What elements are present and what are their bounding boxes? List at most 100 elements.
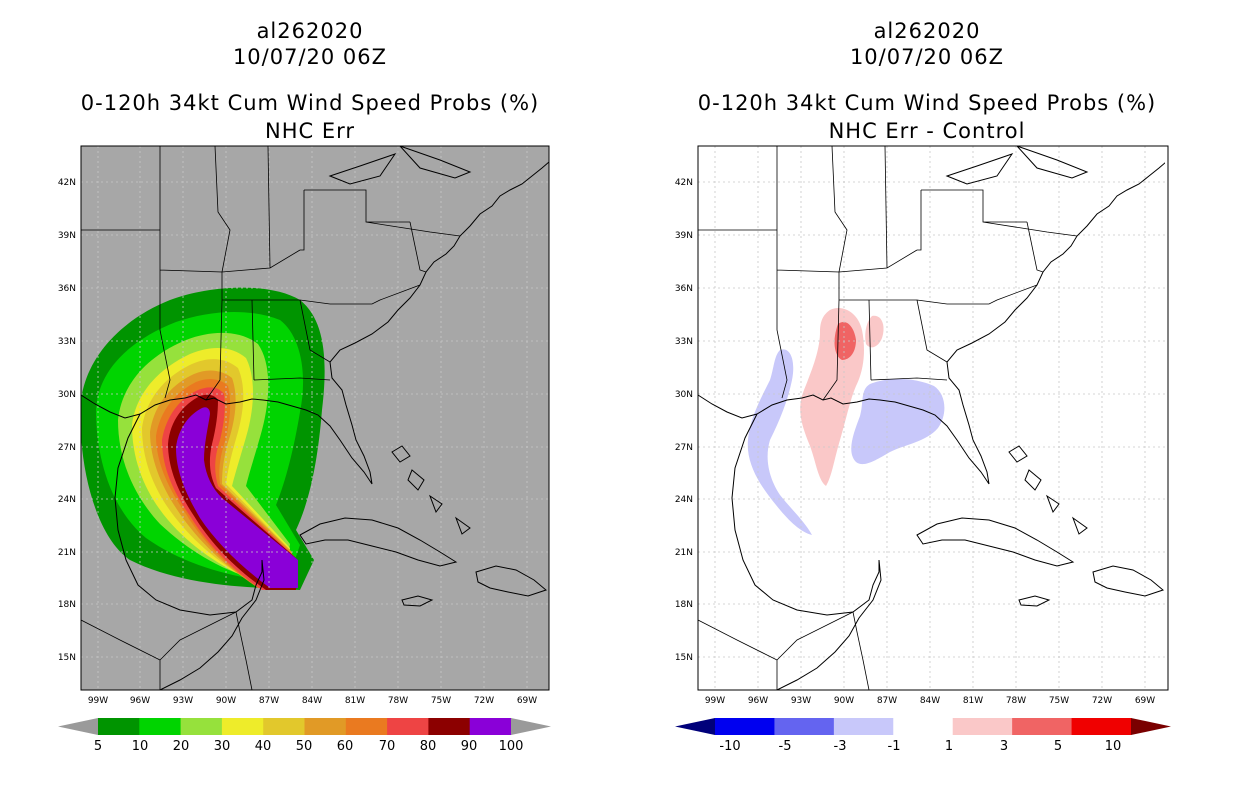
lat-label: 27N: [675, 443, 693, 453]
colorbar-label: 20: [173, 739, 190, 754]
colorbar-label: 50: [296, 739, 313, 754]
colorbar-label: -3: [834, 739, 847, 754]
colorbar-label: 40: [255, 739, 272, 754]
colorbar-label: 60: [337, 739, 354, 754]
colorbar-swatch: [1071, 718, 1132, 735]
lon-label: 87W: [259, 696, 279, 706]
colorbar-label: 3: [1000, 739, 1008, 754]
colorbar-under-triangle: [675, 718, 715, 735]
lon-label: 78W: [388, 696, 408, 706]
lat-label: 36N: [58, 284, 76, 294]
colorbar-swatch: [774, 718, 835, 735]
colorbar-over-triangle: [1131, 718, 1171, 735]
lon-label: 90W: [216, 696, 236, 706]
colorbar-swatch: [715, 718, 775, 735]
lat-label: 15N: [675, 653, 693, 663]
lat-label: 39N: [58, 231, 76, 241]
lon-label: 75W: [1049, 696, 1069, 706]
colorbar-label: 100: [499, 739, 524, 754]
lon-label: 78W: [1006, 696, 1026, 706]
diff-patch-strong-positive: [834, 321, 856, 360]
colorbar-swatch: [952, 718, 1013, 735]
left-subtitle: NHC Err: [264, 119, 355, 143]
lat-label: 27N: [58, 443, 76, 453]
colorbar-swatch: [221, 718, 264, 735]
colorbar-label: 70: [379, 739, 396, 754]
colorbar-label: -1: [888, 739, 901, 754]
colorbar-label: -10: [719, 739, 740, 754]
lon-label: 84W: [302, 696, 322, 706]
right-subtitle: NHC Err - Control: [828, 119, 1026, 143]
left-date: 10/07/20 06Z: [232, 45, 388, 69]
colorbar-swatch: [345, 718, 388, 735]
lon-label: 87W: [877, 696, 897, 706]
lat-label: 18N: [58, 600, 76, 610]
lon-label: 96W: [748, 696, 768, 706]
colorbar-swatch: [139, 718, 182, 735]
colorbar-under-triangle: [58, 718, 98, 735]
left-colorbar-labels: 5 10 20 30 40 50 60 70 80 90 100: [94, 739, 524, 754]
lat-label: 18N: [675, 600, 693, 610]
colorbar-swatch: [833, 718, 894, 735]
right-lat-labels: 42N 39N 36N 33N 30N 27N 24N 21N 18N 15N: [675, 178, 693, 663]
colorbar-swatch: [180, 718, 223, 735]
colorbar-label: 10: [1105, 739, 1122, 754]
colorbar-swatch: [387, 718, 429, 735]
lat-label: 21N: [675, 548, 693, 558]
left-map-frame: [80, 145, 550, 691]
colorbar-label: 90: [461, 739, 478, 754]
colorbar-label: 10: [132, 739, 149, 754]
colorbar-swatch: [428, 718, 471, 735]
lon-label: 99W: [88, 696, 108, 706]
left-product-title: 0-120h 34kt Cum Wind Speed Probs (%): [80, 91, 540, 115]
left-prob-swath: [81, 287, 325, 590]
right-colorbar: [675, 718, 1171, 735]
lat-label: 15N: [58, 653, 76, 663]
lon-label: 75W: [431, 696, 451, 706]
colorbar-label: -5: [779, 739, 792, 754]
right-date: 10/07/20 06Z: [849, 45, 1005, 69]
lon-label: 84W: [920, 696, 940, 706]
lon-label: 90W: [834, 696, 854, 706]
lon-label: 81W: [345, 696, 365, 706]
lat-label: 42N: [675, 178, 693, 188]
colorbar-label: 5: [94, 739, 102, 754]
lat-label: 21N: [58, 548, 76, 558]
lat-label: 42N: [58, 178, 76, 188]
lat-label: 30N: [675, 390, 693, 400]
colorbar-swatch: [98, 718, 140, 735]
colorbar-label: 80: [420, 739, 437, 754]
lon-label: 72W: [474, 696, 494, 706]
colorbar-swatch: [1012, 718, 1073, 735]
colorbar-label: 30: [214, 739, 231, 754]
colorbar-swatch: [304, 718, 347, 735]
lon-label: 93W: [791, 696, 811, 706]
lat-label: 39N: [675, 231, 693, 241]
right-map: 42N 39N 36N 33N 30N 27N 24N 21N 18N 15N …: [675, 145, 1171, 754]
lon-label: 96W: [130, 696, 150, 706]
left-storm-id: al262020: [256, 19, 364, 43]
left-lat-labels: 42N 39N 36N 33N 30N 27N 24N 21N 18N 15N: [58, 178, 76, 663]
diff-patch-negative: [747, 349, 812, 535]
lon-label: 72W: [1092, 696, 1112, 706]
right-diff-field: [747, 308, 945, 535]
lat-label: 33N: [58, 337, 76, 347]
lon-label: 81W: [963, 696, 983, 706]
left-lon-labels: 99W 96W 93W 90W 87W 84W 81W 78W 75W 72W …: [88, 696, 537, 706]
lon-label: 93W: [173, 696, 193, 706]
right-map-frame: [697, 145, 1169, 691]
left-colorbar: [58, 718, 551, 735]
left-map: 42N 39N 36N 33N 30N 27N 24N 21N 18N 15N …: [58, 145, 551, 754]
lat-label: 33N: [675, 337, 693, 347]
right-product-title: 0-120h 34kt Cum Wind Speed Probs (%): [697, 91, 1157, 115]
colorbar-label: 1: [945, 739, 953, 754]
lat-label: 24N: [675, 495, 693, 505]
lat-label: 30N: [58, 390, 76, 400]
right-graticule: [698, 146, 1168, 690]
lon-label: 99W: [705, 696, 725, 706]
colorbar-label: 5: [1054, 739, 1062, 754]
right-lon-labels: 99W 96W 93W 90W 87W 84W 81W 78W 75W 72W …: [705, 696, 1155, 706]
lon-label: 69W: [517, 696, 537, 706]
lat-label: 36N: [675, 284, 693, 294]
colorbar-swatch: [469, 718, 512, 735]
